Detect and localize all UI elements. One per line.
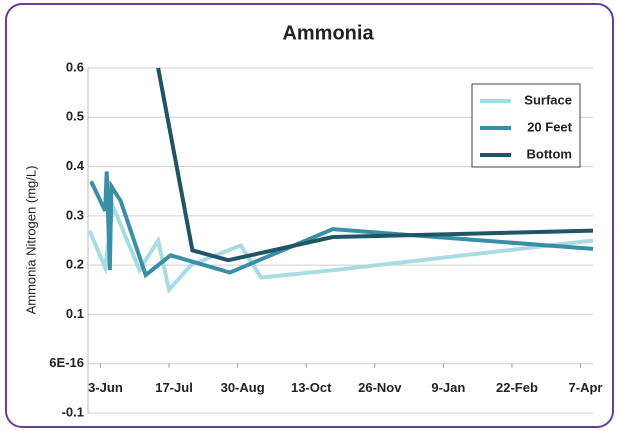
chart-title: Ammonia bbox=[282, 22, 374, 44]
legend-label: Bottom bbox=[527, 146, 573, 161]
y-axis-label: Ammonia Nitrogen (mg/L) bbox=[23, 166, 38, 315]
x-tick-label: 26-Nov bbox=[358, 380, 402, 395]
y-tick-label: 0.2 bbox=[66, 257, 84, 272]
legend-label: 20 Feet bbox=[527, 119, 572, 134]
y-tick-label: 0.5 bbox=[66, 109, 84, 124]
y-tick-label: -0.1 bbox=[62, 404, 84, 419]
y-tick-label: 0.6 bbox=[66, 59, 84, 74]
x-tick-label: 7-Apr bbox=[569, 380, 603, 395]
y-tick-label: 0.4 bbox=[66, 158, 85, 173]
y-tick-label: 0.3 bbox=[66, 207, 84, 222]
x-tick-label: 30-Aug bbox=[221, 380, 265, 395]
y-tick-label: 6E-16 bbox=[49, 355, 84, 370]
y-tick-label: 0.1 bbox=[66, 306, 84, 321]
legend-label: Surface bbox=[524, 92, 572, 107]
x-tick-label: 3-Jun bbox=[88, 380, 123, 395]
x-tick-label: 9-Jan bbox=[431, 380, 465, 395]
series-line bbox=[156, 67, 594, 263]
x-tick-label: 22-Feb bbox=[496, 380, 538, 395]
x-tick-label: 17-Jul bbox=[155, 380, 193, 395]
series-line bbox=[89, 171, 594, 279]
x-tick-label: 13-Oct bbox=[291, 380, 332, 395]
